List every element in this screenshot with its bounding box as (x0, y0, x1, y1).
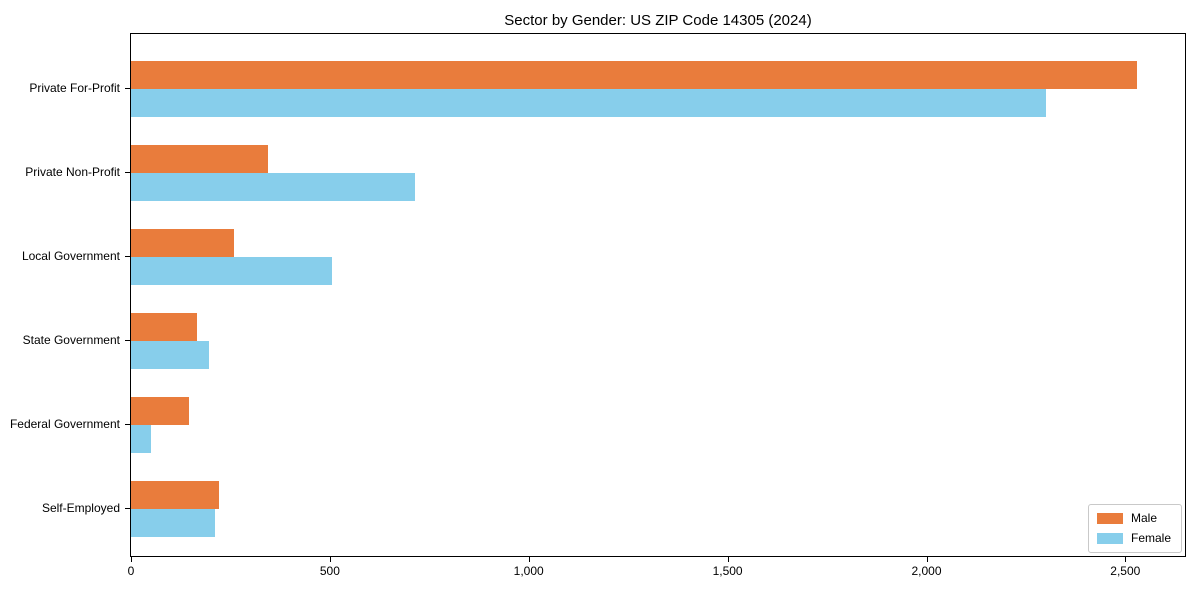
y-tick-mark (125, 340, 130, 341)
legend-item-female: Female (1097, 532, 1173, 545)
y-tick-mark (125, 424, 130, 425)
bar-female-state-government (131, 341, 209, 369)
legend-label: Male (1131, 511, 1158, 525)
x-tick-mark (727, 557, 729, 562)
x-tick-label: 2,000 (911, 564, 942, 578)
x-tick-mark (131, 557, 132, 562)
x-tick-label: 0 (127, 564, 135, 578)
bar-female-private-for-profit (131, 89, 1046, 117)
y-tick-mark (125, 508, 130, 509)
y-tick-mark (125, 88, 130, 89)
y-tick-label-state-government: State Government (22, 333, 120, 347)
bar-male-federal-government (131, 397, 189, 425)
x-tick-mark (1125, 557, 1127, 562)
bar-male-local-government (131, 229, 235, 257)
x-tick-label: 1,500 (712, 564, 743, 578)
y-tick-mark (125, 256, 130, 257)
x-tick-mark (528, 557, 530, 562)
plot-area (130, 33, 1186, 557)
bar-female-federal-government (131, 425, 151, 453)
x-tick-label: 500 (319, 564, 340, 578)
y-tick-label-private-for-profit: Private For-Profit (29, 81, 120, 95)
y-tick-label-private-non-profit: Private Non-Profit (25, 165, 120, 179)
bar-male-private-non-profit (131, 145, 269, 173)
y-tick-label-local-government: Local Government (21, 249, 120, 263)
x-tick-label: 2,500 (1110, 564, 1141, 578)
bar-male-self-employed (131, 481, 219, 509)
legend: Male Female (1088, 504, 1182, 553)
chart-title: Sector by Gender: US ZIP Code 14305 (202… (504, 12, 812, 29)
y-tick-mark (125, 172, 130, 173)
legend-item-male: Male (1097, 512, 1173, 525)
bar-female-self-employed (131, 509, 215, 537)
x-tick-label: 1,000 (513, 564, 544, 578)
legend-swatch-female (1097, 533, 1123, 544)
x-tick-mark (926, 557, 928, 562)
bar-female-private-non-profit (131, 173, 416, 201)
bar-male-private-for-profit (131, 61, 1138, 89)
legend-swatch-male (1097, 513, 1123, 524)
bar-male-state-government (131, 313, 197, 341)
y-tick-label-federal-government: Federal Government (9, 417, 120, 431)
bar-female-local-government (131, 257, 332, 285)
legend-label: Female (1131, 531, 1172, 545)
y-tick-label-self-employed: Self-Employed (41, 501, 120, 515)
x-tick-mark (329, 557, 331, 562)
